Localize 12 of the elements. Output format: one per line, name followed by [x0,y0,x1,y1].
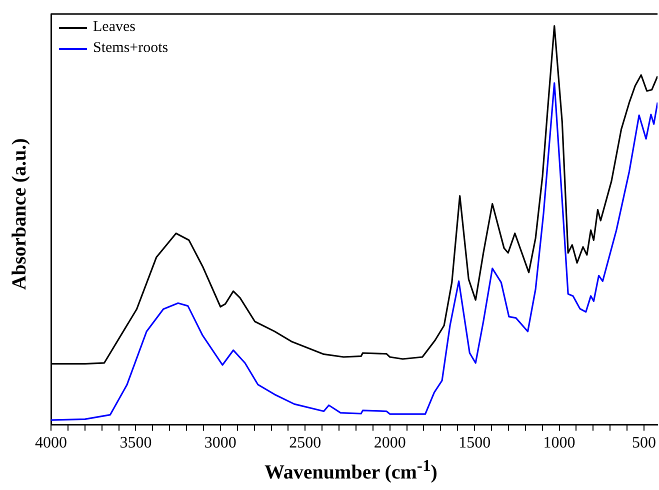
legend-label: Leaves [93,18,136,37]
x-tick-label: 2000 [374,434,406,452]
x-tick-label: 4000 [35,434,67,452]
x-tick-label: 3500 [120,434,152,452]
x-tick-label: 2500 [289,434,322,452]
legend-label: Stems+roots [93,39,168,58]
x-tick-label: 500 [632,434,656,452]
x-axis-title: Wavenumber (cm$^{-1}$) [264,456,438,485]
x-tick-label: 1000 [543,434,576,452]
x-tick-label: 1500 [458,434,491,452]
y-axis-title: Absorbance (a.u.) [8,138,32,290]
x-tick-label: 3000 [204,434,236,452]
